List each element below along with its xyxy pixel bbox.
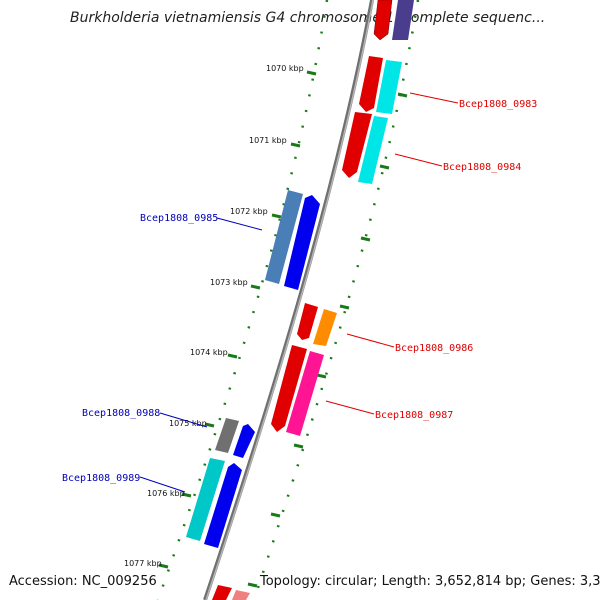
gene-label-0984[interactable]: Bcep1808_0984 bbox=[443, 162, 521, 173]
tick-label-1073: 1073 kbp bbox=[210, 278, 248, 287]
tick-marks bbox=[158, 70, 408, 588]
gene-bcep0985[interactable] bbox=[265, 190, 320, 290]
gene-bcep0987[interactable] bbox=[271, 345, 324, 436]
label-connectors bbox=[139, 92, 459, 493]
outer-ring bbox=[156, 0, 329, 600]
gene-label-0987[interactable]: Bcep1808_0987 bbox=[375, 410, 453, 421]
tick-label-1076: 1076 kbp bbox=[147, 489, 185, 498]
gene-bcep0986[interactable] bbox=[297, 303, 337, 346]
gene-block-bottom[interactable] bbox=[212, 585, 250, 600]
tick-label-1074: 1074 kbp bbox=[190, 348, 228, 357]
tick-label-1077: 1077 kbp bbox=[124, 559, 162, 568]
topology-text: Topology: circular; Length: 3,652,814 bp… bbox=[260, 574, 600, 589]
gene-label-0986[interactable]: Bcep1808_0986 bbox=[395, 343, 473, 354]
gene-bcep0989[interactable] bbox=[186, 458, 242, 548]
inner-ring bbox=[252, 0, 420, 600]
gene-bcep0983[interactable] bbox=[359, 56, 402, 114]
gene-bcep0988[interactable] bbox=[215, 418, 255, 458]
gene-label-0985[interactable]: Bcep1808_0985 bbox=[140, 213, 218, 224]
gene-label-0988[interactable]: Bcep1808_0988 bbox=[82, 408, 160, 419]
tick-label-1071: 1071 kbp bbox=[249, 136, 287, 145]
gene-label-0989[interactable]: Bcep1808_0989 bbox=[62, 473, 140, 484]
gene-block-top-purple[interactable] bbox=[392, 0, 414, 40]
accession-text: Accession: NC_009256 bbox=[9, 574, 157, 589]
gene-bcep0984[interactable] bbox=[342, 112, 388, 184]
gene-block-top-red[interactable] bbox=[373, 0, 393, 41]
tick-label-1075: 1075 kbp bbox=[169, 419, 207, 428]
chromosome-backbone bbox=[203, 0, 374, 600]
tick-label-1072: 1072 kbp bbox=[230, 207, 268, 216]
gene-label-0983[interactable]: Bcep1808_0983 bbox=[459, 99, 537, 110]
tick-label-1070: 1070 kbp bbox=[266, 64, 304, 73]
map-title: Burkholderia vietnamiensis G4 chromosome… bbox=[70, 10, 546, 26]
